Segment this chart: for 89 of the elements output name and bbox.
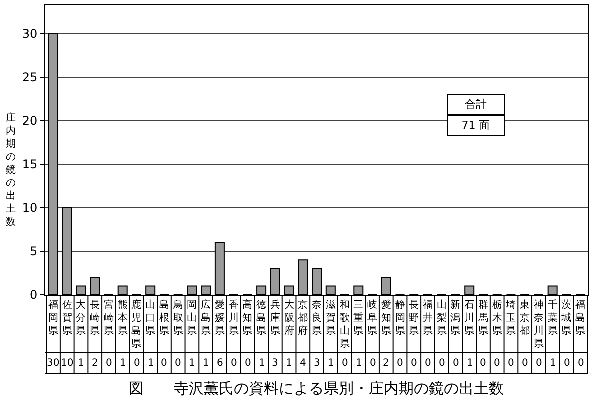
x-tick-label: 東京都 (520, 299, 530, 337)
x-tick-label: 奈良県 (312, 300, 322, 337)
data-label: 0 (480, 358, 486, 369)
data-label: 3 (272, 358, 278, 369)
data-label: 0 (508, 358, 514, 369)
data-label: 0 (411, 358, 418, 369)
data-label: 3 (314, 358, 320, 369)
x-tick-label: 静岡県 (395, 299, 406, 337)
data-label: 1 (148, 358, 154, 369)
data-label: 0 (522, 358, 528, 369)
y-tick-label: 10 (22, 201, 38, 216)
annotation: 合計 (465, 98, 487, 111)
data-label: 6 (217, 358, 224, 369)
x-tick-label: 和歌山県 (340, 299, 350, 350)
x-tick-label: 鹿児島県 (132, 299, 142, 350)
data-label: 0 (578, 358, 584, 369)
x-tick-label: 熊本県 (118, 299, 128, 337)
x-tick-label: 福岡県 (48, 299, 58, 337)
data-label: 0 (453, 358, 460, 369)
data-label: 0 (536, 358, 542, 369)
data-label: 0 (175, 358, 182, 369)
x-tick-label: 新潟県 (450, 299, 461, 337)
x-tick-label: 高知県 (242, 299, 253, 337)
data-label: 1 (78, 358, 84, 369)
data-label: 0 (564, 358, 570, 369)
data-label: 30 (47, 358, 60, 369)
x-tick-label: 広島県 (201, 299, 212, 337)
data-label: 0 (370, 358, 376, 369)
data-label: 4 (300, 358, 306, 369)
y-tick-label: 20 (22, 114, 38, 128)
annotation: 71 面 (462, 119, 490, 132)
x-tick-label: 香川県 (228, 299, 239, 337)
data-label: 1 (467, 358, 474, 369)
y-tick-label: 25 (22, 70, 38, 84)
data-label: 1 (328, 358, 334, 369)
data-label: 0 (106, 358, 112, 369)
x-tick-label: 茨城県 (560, 299, 572, 337)
data-label: 0 (161, 358, 168, 369)
data-label: 1 (120, 358, 126, 369)
data-label: 1 (203, 358, 210, 369)
x-tick-label: 石川県 (464, 300, 475, 337)
x-tick-label: 神奈川県 (534, 299, 544, 350)
text: 図 寺沢薫氏の資料による県別・庄内期の鏡の出土数 (129, 379, 504, 398)
y-tick-label: 30 (22, 26, 38, 41)
x-tick-label: 福島県 (576, 299, 586, 337)
data-label: 1 (356, 358, 362, 369)
data-label: 2 (383, 358, 390, 369)
data-label: 0 (494, 358, 500, 369)
x-tick-label: 岡山県 (187, 300, 198, 337)
x-tick-label: 長崎県 (90, 300, 100, 337)
data-label: 1 (189, 358, 196, 369)
x-tick-label: 山梨県 (436, 299, 447, 337)
x-tick-label: 岐阜県 (368, 299, 378, 337)
x-tick-label: 大分県 (76, 299, 86, 337)
data-label: 1 (286, 358, 292, 369)
data-label: 0 (397, 358, 404, 369)
x-tick-label: 愛知県 (381, 299, 392, 337)
y-tick-label: 15 (22, 158, 38, 172)
x-tick-label: 滋賀県 (326, 299, 336, 337)
x-tick-label: 山口県 (146, 299, 156, 337)
x-tick-label: 鳥取県 (172, 299, 184, 337)
x-tick-label: 佐賀県 (62, 300, 72, 337)
y-tick-label: 5 (30, 244, 38, 259)
data-label: 2 (92, 358, 98, 369)
data-label: 0 (231, 358, 238, 369)
x-tick-label: 群馬県 (477, 299, 488, 337)
x-tick-label: 福井県 (422, 299, 433, 337)
x-tick-label: 京都府 (298, 299, 308, 337)
x-tick-label: 愛媛県 (214, 299, 225, 337)
x-tick-label: 徳島県 (256, 300, 267, 337)
x-tick-label: 埼玉県 (505, 299, 516, 337)
x-tick-label: 栃木県 (492, 299, 502, 337)
x-tick-label: 兵庫県 (270, 299, 280, 337)
x-tick-label: 長野県 (409, 300, 420, 337)
data-label: 1 (259, 358, 266, 369)
x-tick-label: 三重県 (354, 300, 364, 337)
data-label: 0 (245, 358, 252, 369)
data-label: 0 (425, 358, 432, 369)
x-tick-label: 宮崎県 (104, 299, 114, 337)
data-label: 0 (342, 358, 348, 369)
data-label: 0 (134, 358, 140, 369)
y-tick-label: 0 (30, 288, 38, 302)
x-tick-label: 島根県 (159, 299, 170, 337)
x-tick-label: 千葉県 (548, 299, 558, 337)
data-label: 10 (61, 358, 74, 369)
data-label: 1 (550, 358, 556, 369)
x-tick-label: 大阪府 (284, 299, 294, 337)
data-label: 0 (439, 358, 446, 369)
text: 庄内期の鏡の出土数 (6, 113, 16, 228)
